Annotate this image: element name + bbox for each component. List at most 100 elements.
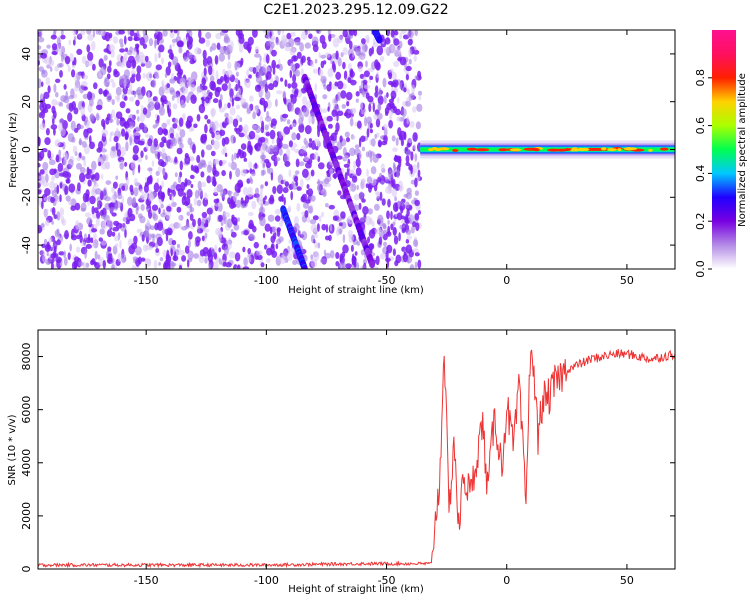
noise-blob: [254, 46, 259, 53]
noise-blob: [345, 263, 352, 269]
noise-blob: [95, 217, 100, 227]
x-tick-label: -100: [254, 274, 279, 287]
noise-blob: [67, 65, 71, 72]
noise-blob: [318, 52, 321, 59]
noise-blob: [187, 137, 193, 146]
noise-blob: [115, 201, 122, 208]
noise-blob: [412, 248, 419, 254]
noise-blob: [221, 83, 228, 92]
x-tick-label: 0: [503, 274, 510, 287]
noise-blob: [226, 218, 233, 228]
noise-blob: [321, 223, 327, 231]
noise-blob: [147, 233, 152, 241]
noise-blob: [189, 59, 195, 65]
noise-blob: [94, 250, 98, 260]
noise-blob: [155, 98, 159, 105]
noise-blob: [243, 41, 250, 50]
noise-blob: [70, 234, 78, 241]
noise-blob: [314, 241, 318, 249]
noise-blob: [98, 88, 103, 95]
noise-blob: [301, 55, 306, 63]
noise-blob: [353, 108, 357, 114]
noise-blob: [237, 188, 241, 193]
colorbar-axis: 0.0 0.2 0.4 0.6 0.8: [694, 69, 712, 278]
noise-blob: [348, 30, 355, 36]
noise-blob: [178, 249, 185, 256]
noise-blob: [307, 188, 314, 197]
noise-blob: [366, 128, 370, 138]
noise-blob: [222, 159, 227, 165]
noise-blob: [45, 77, 51, 86]
noise-blob: [137, 156, 143, 163]
x-tick-label: -100: [254, 574, 279, 587]
noise-blob: [264, 181, 269, 187]
noise-blob: [91, 40, 96, 51]
noise-blob: [322, 187, 326, 198]
noise-blob: [94, 182, 99, 188]
noise-blob: [294, 39, 301, 46]
noise-blob: [246, 191, 254, 197]
noise-blob: [378, 103, 381, 112]
noise-blob: [289, 69, 293, 79]
noise-blob: [168, 157, 174, 164]
noise-blob: [300, 195, 307, 203]
noise-blob: [43, 91, 50, 99]
noise-blob: [115, 175, 119, 180]
noise-blob: [91, 228, 98, 233]
noise-blob: [310, 258, 318, 268]
noise-blob: [408, 58, 412, 65]
noise-blob: [89, 195, 96, 205]
noise-blob: [208, 91, 213, 97]
noise-blob: [337, 35, 344, 44]
noise-blob: [399, 130, 406, 140]
noise-blob: [376, 191, 380, 199]
noise-blob: [392, 162, 396, 169]
noise-blob: [40, 109, 46, 119]
noise-blob: [282, 187, 289, 194]
colorbar-tick-label: 0.8: [694, 69, 707, 87]
noise-blob: [224, 152, 228, 158]
noise-blob: [399, 32, 403, 40]
noise-blob: [56, 184, 60, 195]
noise-blob: [70, 205, 76, 211]
noise-blob: [131, 242, 138, 250]
noise-blob: [51, 99, 58, 106]
noise-blob: [348, 63, 352, 71]
noise-blob: [342, 30, 348, 38]
noise-blob: [115, 243, 119, 248]
noise-blob: [52, 110, 57, 119]
noise-blob: [388, 119, 393, 129]
noise-blob: [330, 132, 337, 142]
noise-blob: [168, 52, 174, 60]
noise-blob: [59, 70, 63, 78]
noise-blob: [363, 84, 371, 90]
x-tick-label: -150: [134, 574, 159, 587]
noise-blob: [277, 140, 283, 149]
noise-blob: [227, 115, 234, 125]
noise-blob: [384, 37, 391, 45]
noise-blob: [78, 261, 85, 267]
noise-blob: [255, 65, 260, 73]
noise-blob: [302, 168, 309, 178]
noise-blob: [271, 118, 277, 127]
noise-blob: [47, 59, 55, 67]
noise-blob: [206, 119, 211, 124]
noise-blob: [296, 132, 301, 141]
noise-blob: [298, 110, 302, 118]
noise-blob: [107, 246, 112, 252]
noise-blob: [39, 30, 43, 39]
noise-blob: [229, 106, 236, 116]
noise-blob: [184, 178, 188, 186]
noise-blob: [167, 187, 171, 197]
noise-blob: [167, 61, 172, 68]
noise-blob: [346, 101, 350, 107]
noise-blob: [414, 252, 420, 257]
noise-blob: [383, 123, 388, 130]
noise-blob: [169, 78, 176, 84]
noise-blob: [344, 171, 348, 182]
noise-blob: [232, 193, 238, 202]
noise-blob: [155, 248, 160, 253]
noise-blob: [74, 202, 81, 211]
noise-blob: [261, 120, 265, 130]
noise-blob: [224, 112, 229, 118]
